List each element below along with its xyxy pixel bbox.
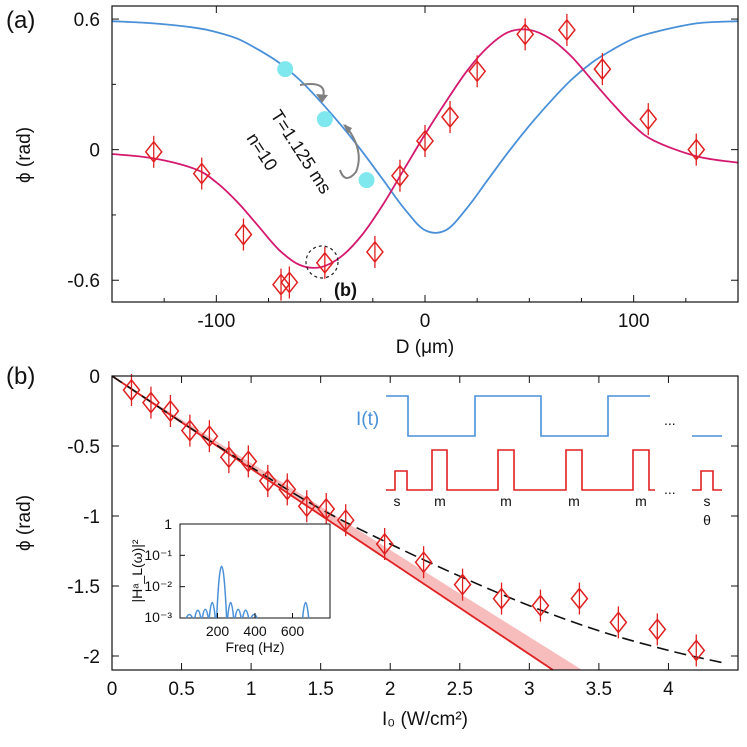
seq-label-s2: s <box>704 493 711 509</box>
inset-peak <box>208 601 216 619</box>
a-ylabel: ϕ (rad) <box>14 127 35 183</box>
ellipsis-top: ... <box>664 412 676 428</box>
inset-peak <box>241 609 250 619</box>
inset-ticks: 200 400 600 <box>180 523 305 639</box>
rotation-arrow-1-head <box>316 94 328 103</box>
b-ytick-label: 0 <box>89 367 100 388</box>
inset-ytick-1: 10⁻¹ <box>144 547 172 563</box>
b-xlabel: I₀ (W/cm²) <box>382 709 468 730</box>
inset-ytick-3: 10⁻³ <box>144 609 172 625</box>
inset-peak <box>185 613 194 619</box>
inset-peak <box>215 565 228 619</box>
ellipsis-bottom: ... <box>664 481 676 497</box>
b-xtick-label: 0.5 <box>168 679 194 700</box>
highlight-circle <box>305 245 339 279</box>
a-xtick-label: 0 <box>420 311 431 332</box>
a-ticks <box>111 6 739 302</box>
theta-label: θ <box>703 512 711 528</box>
b-xtick-label: 0 <box>107 679 118 700</box>
seq-label-m4: m <box>635 493 647 509</box>
inset-peak <box>226 601 235 619</box>
rotation-arrow-2 <box>339 124 360 179</box>
a-tick-labels: -100 0 100 0.6 0 -0.6 <box>67 10 649 332</box>
seq-label-m2: m <box>500 493 512 509</box>
param-n-label: n=10 <box>243 129 282 174</box>
a-ytick-label: -0.6 <box>67 271 100 292</box>
panel-label-b: (b) <box>6 363 35 390</box>
a-xlabel: D (μm) <box>396 337 454 358</box>
seq-label-m3: m <box>568 493 580 509</box>
current-label: I(t) <box>356 409 379 430</box>
inset-peak <box>250 613 258 619</box>
seq-label-m1: m <box>434 493 446 509</box>
inset-ytick-0: 1 <box>164 516 172 532</box>
b-ylabel: ϕ (rad) <box>14 495 35 551</box>
inset-frame <box>179 523 331 619</box>
panel-b: 0 0.5 1 1.5 2 2.5 3 3.5 4 0 -0.5 -1 -1.5 -2 ϕ (rad) I… <box>14 367 739 730</box>
b-dashed-model <box>111 375 725 664</box>
inset-xtick-label: 600 <box>281 623 305 639</box>
b-frame <box>111 375 739 671</box>
b-ytick-label: -0.5 <box>67 437 100 458</box>
inset-ytick-2: 10⁻² <box>144 578 172 594</box>
b-points <box>122 374 706 667</box>
inset-lines <box>185 565 310 619</box>
inset-peak <box>301 601 310 619</box>
a-ytick-label: 0 <box>89 141 100 162</box>
b-xtick-label: 4 <box>663 679 674 700</box>
inset-peak <box>234 608 242 619</box>
inset-peak <box>194 609 202 619</box>
b-ytick-label: -1 <box>83 507 100 528</box>
inset-peak <box>201 608 210 619</box>
rotation-arrow-2-head <box>343 124 352 134</box>
laser-pulses <box>386 449 655 491</box>
a-frame <box>111 5 739 303</box>
b-ytick-label: -2 <box>83 647 100 668</box>
b-xtick-label: 1 <box>246 679 257 700</box>
b-xtick-label: 2.5 <box>447 679 473 700</box>
b-xtick-label: 3 <box>524 679 535 700</box>
a-ytick-label: 0.6 <box>74 10 100 31</box>
pulse-sequence: I(t) ... ... s m m m m s θ <box>356 395 722 528</box>
b-tick-labels: 0 0.5 1 1.5 2 2.5 3 3.5 4 0 -0.5 -1 -1.5 -2 <box>67 367 674 700</box>
b-xtick-label: 3.5 <box>586 679 612 700</box>
seq-label-s1: s <box>394 493 401 509</box>
panel-label-a: (a) <box>6 7 35 34</box>
inset-xtick-label: 200 <box>206 623 230 639</box>
inset-xlabel: Freq (Hz) <box>225 639 284 655</box>
inset: 200 400 600 1 10⁻¹ 10⁻² 10⁻³ |Hᵃ_L(ω)|² Fr… <box>129 516 331 655</box>
inset-ylabel: |Hᵃ_L(ω)|² <box>129 539 145 602</box>
laser-pulse-final <box>692 470 722 491</box>
a-blue-curve <box>111 20 739 234</box>
b-ytick-label: -1.5 <box>67 577 100 598</box>
inset-xtick-label: 400 <box>243 623 267 639</box>
marker-ref-label: (b) <box>334 280 357 300</box>
b-xtick-label: 2 <box>385 679 396 700</box>
b-lines <box>111 375 725 671</box>
a-xtick-label: 100 <box>618 311 650 332</box>
a-cyan-point <box>277 61 294 78</box>
a-cyan-point <box>358 172 375 189</box>
a-cyan-point <box>316 111 333 128</box>
b-xtick-label: 1.5 <box>307 679 333 700</box>
a-points <box>144 13 706 301</box>
a-xtick-label: -100 <box>197 311 235 332</box>
current-waveform <box>386 395 650 437</box>
